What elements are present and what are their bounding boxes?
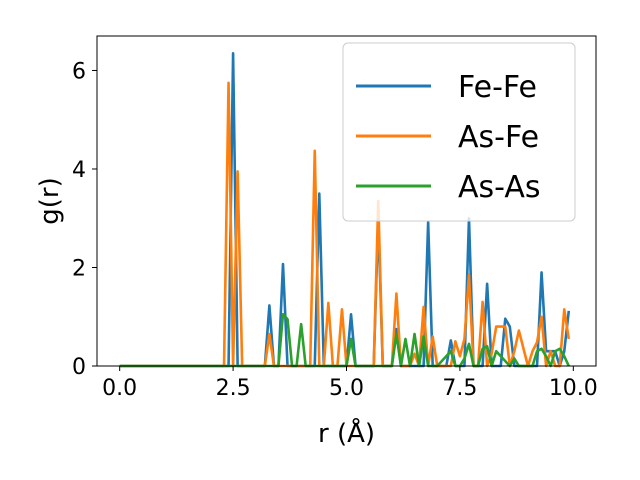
y-tick-label: 6 [72, 59, 86, 84]
legend: Fe-Fe As-Fe As-As [342, 42, 576, 222]
x-axis-title: r (Å) [318, 417, 375, 449]
y-tick-label: 0 [72, 355, 86, 380]
axis-layer: 0.0 2.5 5.0 7.5 10.0 0 2 4 6 [72, 59, 598, 401]
x-tick-label: 5.0 [329, 376, 364, 401]
y-axis-title: g(r) [35, 177, 65, 224]
x-tick-label: 0.0 [102, 376, 137, 401]
plot-frame [96, 35, 597, 367]
x-tick-label: 7.5 [442, 376, 477, 401]
legend-label-as-as: As-As [458, 170, 540, 205]
legend-label-fe-fe: Fe-Fe [458, 70, 537, 105]
y-tick-label: 4 [72, 158, 86, 183]
legend-label-as-fe: As-Fe [458, 120, 539, 155]
x-tick-label: 2.5 [216, 376, 251, 401]
x-tick-label: 10.0 [549, 376, 598, 401]
y-tick-label: 2 [72, 256, 86, 281]
